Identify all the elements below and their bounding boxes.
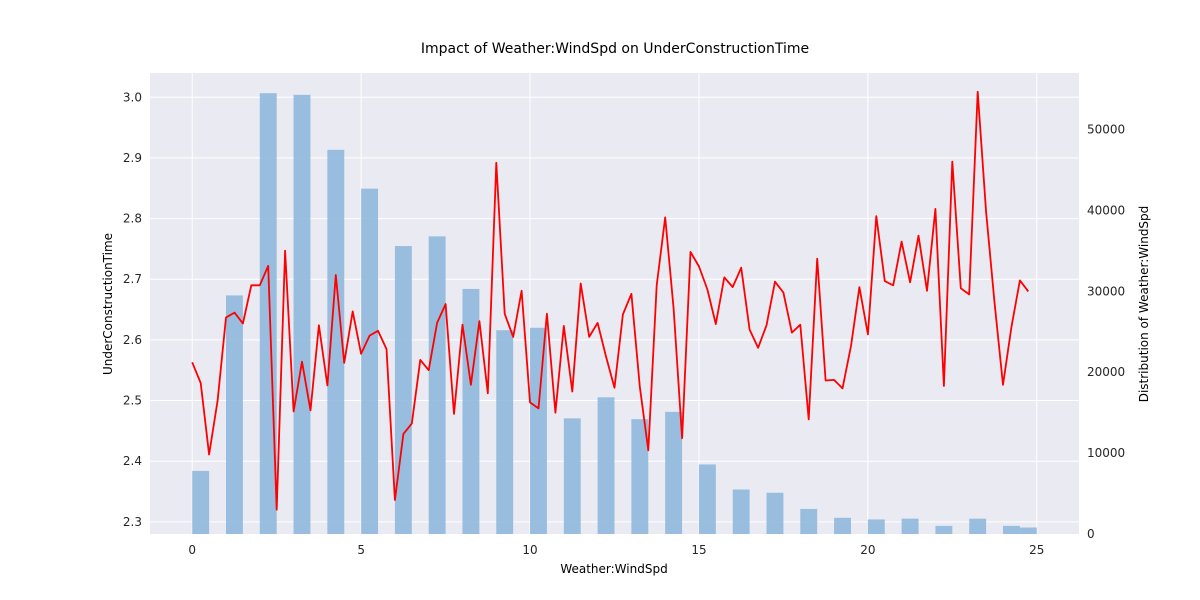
distribution-bar — [698, 464, 716, 534]
y-right-tick-label: 10000 — [1087, 446, 1125, 460]
y-left-tick-label: 2.9 — [123, 151, 142, 165]
distribution-bar — [361, 188, 379, 534]
distribution-bar — [563, 418, 581, 534]
x-tick-label: 0 — [188, 543, 196, 557]
y-left-tick-label: 2.5 — [123, 394, 142, 408]
x-tick-label: 10 — [522, 543, 537, 557]
x-tick-label: 20 — [860, 543, 875, 557]
distribution-bar — [192, 470, 210, 534]
y-left-tick-label: 3.0 — [123, 90, 142, 104]
x-tick-label: 5 — [357, 543, 365, 557]
y-axis-right-label: Distribution of Weather:WindSpd — [1137, 206, 1151, 403]
y-left-tick-label: 2.3 — [123, 515, 142, 529]
distribution-bar — [327, 149, 345, 535]
y-right-tick-label: 40000 — [1087, 203, 1125, 217]
y-axis-left-label: UnderConstructionTime — [101, 233, 115, 375]
distribution-bar — [462, 288, 480, 534]
x-tick-label: 15 — [691, 543, 706, 557]
x-axis: 0 5 10 15 20 25 — [188, 543, 1044, 557]
distribution-bar — [935, 525, 953, 534]
y-left-tick-label: 2.4 — [123, 454, 142, 468]
distribution-bar — [496, 330, 514, 534]
distribution-bars — [192, 93, 1037, 535]
x-axis-label: Weather:WindSpd — [560, 562, 667, 576]
y-left-tick-label: 2.7 — [123, 272, 142, 286]
y-axis-right: 0 10000 20000 30000 40000 50000 — [1087, 123, 1125, 541]
distribution-bar — [293, 94, 311, 534]
distribution-bar — [766, 492, 784, 534]
y-right-tick-label: 0 — [1087, 527, 1095, 541]
distribution-bar — [800, 508, 818, 534]
distribution-bar — [530, 327, 547, 534]
distribution-bar — [665, 411, 683, 534]
y-left-tick-label: 2.8 — [123, 212, 142, 226]
distribution-bar — [631, 419, 649, 534]
chart-title: Impact of Weather:WindSpd on UnderConstr… — [421, 41, 809, 57]
distribution-bar — [901, 518, 919, 534]
distribution-bar — [732, 489, 750, 534]
y-axis-left: 2.3 2.4 2.5 2.6 2.7 2.8 2.9 3.0 — [123, 90, 142, 529]
impact-line-layer — [191, 90, 1030, 511]
distribution-bar — [1019, 527, 1037, 534]
distribution-bar — [394, 246, 412, 534]
distribution-bar — [1002, 525, 1020, 534]
y-left-tick-label: 2.6 — [123, 333, 142, 347]
distribution-bar — [834, 517, 851, 534]
distribution-bar — [867, 519, 885, 534]
distribution-bar — [259, 93, 277, 534]
impact-line — [191, 90, 1030, 511]
y-right-tick-label: 50000 — [1087, 123, 1125, 137]
distribution-bar — [597, 397, 615, 534]
y-right-tick-label: 20000 — [1087, 365, 1125, 379]
distribution-bar — [428, 236, 446, 534]
distribution-bar — [226, 295, 243, 534]
distribution-bar — [969, 518, 987, 534]
y-right-tick-label: 30000 — [1087, 284, 1125, 298]
x-tick-label: 25 — [1029, 543, 1044, 557]
